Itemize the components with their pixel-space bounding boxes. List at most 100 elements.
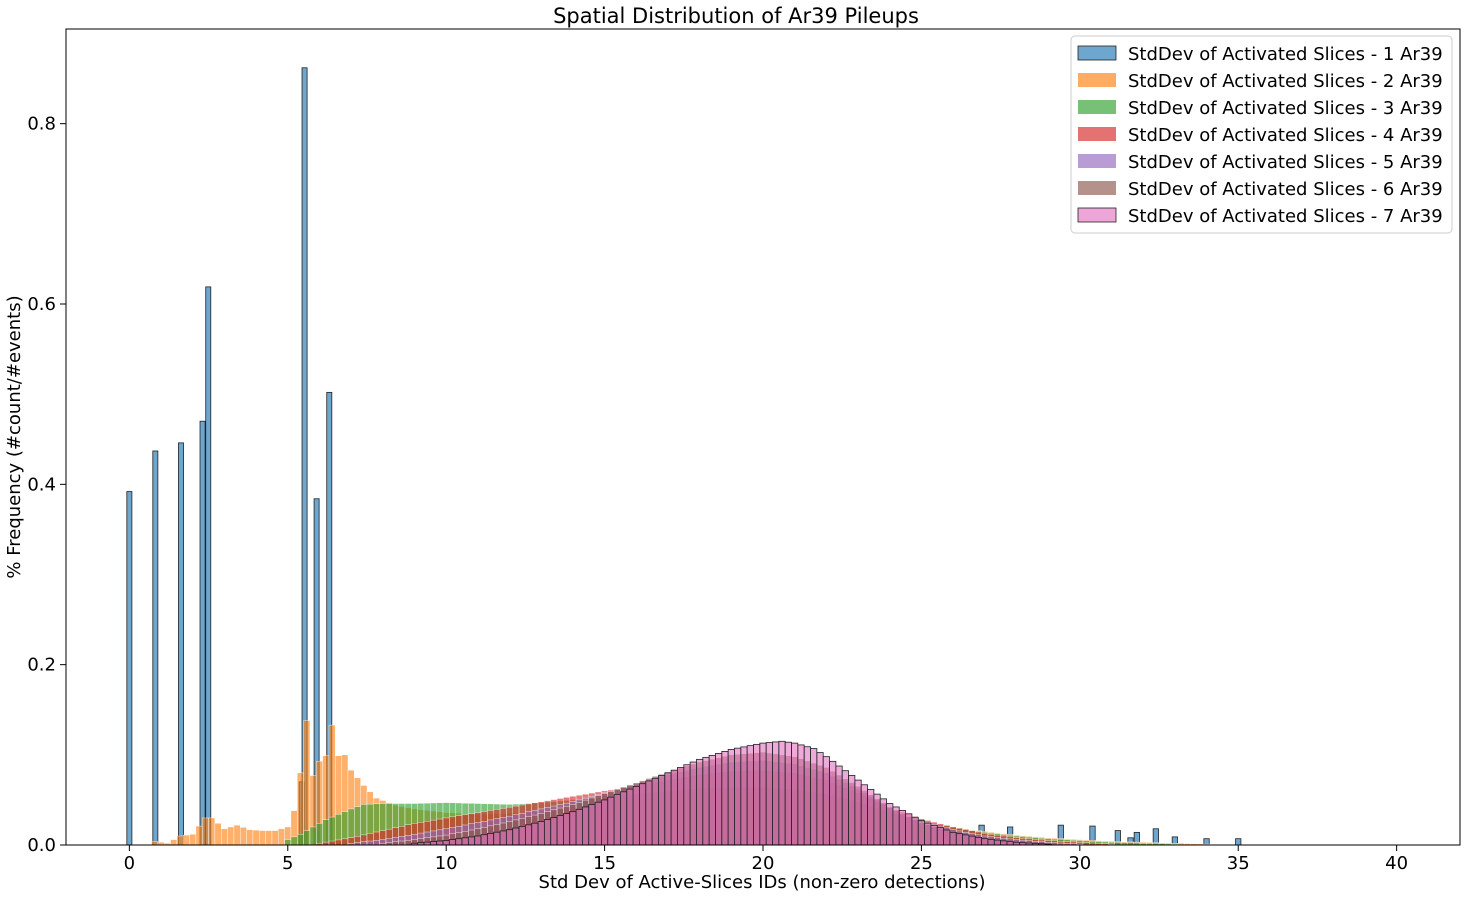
series-5-bar-3: [366, 840, 374, 846]
x-tick-label-4: 20: [752, 853, 775, 874]
series-7-bar-50: [727, 749, 735, 846]
series-6-bar-3: [398, 840, 406, 846]
legend-entry-7: StdDev of Activated Slices - 7 Ar39: [1128, 206, 1443, 227]
series-7-bar-27: [582, 806, 590, 846]
series-7-bar-71: [860, 784, 868, 846]
series-7-bar-85: [949, 831, 957, 846]
series-2-bar-0: [151, 841, 159, 846]
y-tick-label-0: 0.0: [27, 835, 56, 856]
series-3-bar-1: [290, 836, 298, 846]
series-7-bar-83: [936, 827, 944, 846]
series-1-bar-1: [152, 450, 159, 846]
series-7-bar-34: [626, 788, 634, 846]
series-7-bar-93: [1000, 840, 1008, 846]
series-7-bar-72: [867, 789, 875, 846]
series-4-bar-3: [335, 839, 342, 846]
series-1-bar-4: [205, 286, 212, 846]
chart-title: Spatial Distribution of Ar39 Pileups: [553, 4, 919, 28]
series-7-bar-29: [594, 801, 602, 846]
x-tick-label-6: 30: [1068, 853, 1091, 874]
series-6-bar-4: [404, 840, 412, 846]
series-7-bar-22: [550, 817, 558, 846]
series-3-bar-0: [284, 839, 292, 846]
series-7-bar-19: [531, 822, 539, 846]
series-7-bar-78: [905, 813, 913, 846]
series-7-bar-7: [455, 838, 463, 846]
series-7-bar-73: [873, 793, 881, 846]
series-3-bar-6: [322, 819, 330, 846]
legend-entry-3: StdDev of Activated Slices - 3 Ar39: [1128, 98, 1443, 119]
series-7-bar-54: [753, 743, 761, 846]
x-tick-label-1: 5: [282, 853, 293, 874]
series-7-bar-90: [981, 838, 989, 846]
series-7-bar-25: [569, 811, 577, 846]
series-7-bar-3: [429, 841, 438, 846]
series-7-bar-75: [886, 803, 894, 846]
series-7-bar-60: [791, 742, 799, 846]
x-tick-label-2: 10: [435, 853, 458, 874]
series-3-bar-3: [303, 830, 311, 846]
series-2-bar-19: [271, 830, 279, 846]
series-7-bar-49: [721, 751, 729, 846]
series-7-bar-9: [467, 836, 476, 846]
series-7-bar-26: [575, 808, 583, 846]
series-7-bar-38: [651, 777, 659, 846]
series-7-bar-46: [702, 756, 710, 846]
series-7-bar-57: [772, 741, 780, 846]
series-7: [410, 740, 1052, 846]
series-7-bar-92: [993, 839, 1002, 846]
series-2-bar-11: [221, 828, 228, 846]
series-7-bar-39: [658, 775, 666, 846]
series-7-bar-81: [924, 822, 932, 846]
series-7-bar-30: [601, 799, 609, 846]
legend-swatch-4: [1078, 127, 1116, 141]
series-7-bar-80: [917, 820, 925, 846]
legend-entry-6: StdDev of Activated Slices - 6 Ar39: [1128, 179, 1443, 200]
series-7-bar-58: [778, 740, 786, 846]
series-7-bar-87: [962, 834, 970, 846]
y-axis: 0.0 0.2 0.4 0.6 0.8: [27, 114, 66, 856]
legend-frame: [1070, 35, 1453, 234]
series-7-bar-70: [854, 779, 862, 846]
series-7-bar-66: [829, 760, 837, 846]
series-7-bar-51: [734, 747, 742, 846]
series-7-bar-17: [518, 826, 526, 846]
series-7-bar-28: [588, 804, 596, 846]
series-3-bar-7: [328, 816, 336, 846]
series-7-bar-32: [613, 794, 621, 846]
y-tick-label-3: 0.6: [27, 294, 56, 315]
series-7-bar-11: [480, 834, 488, 846]
series-7-bar-40: [664, 772, 672, 846]
series-7-bar-33: [620, 791, 628, 846]
x-axis: 0 5 10 15 20 25 30 35 40: [124, 845, 1408, 874]
y-tick-label-1: 0.2: [27, 655, 56, 676]
series-7-bar-16: [512, 827, 520, 846]
series-7-bar-79: [911, 816, 919, 846]
series-7-bar-6: [448, 839, 457, 846]
series-7-bar-61: [797, 744, 805, 846]
series-3-bar-2: [297, 833, 304, 846]
x-tick-label-5: 25: [910, 853, 933, 874]
series-2-bar-9: [208, 817, 216, 846]
y-axis-label: % Frequency (#count/#events): [4, 295, 25, 578]
series-7-bar-12: [486, 833, 495, 846]
legend-entry-4: StdDev of Activated Slices - 4 Ar39: [1128, 125, 1443, 146]
series-4-bar-4: [341, 838, 349, 846]
series-7-bar-15: [505, 829, 514, 846]
series-7-bar-20: [537, 821, 545, 846]
series-2-bar-6: [189, 833, 197, 846]
series-7-bar-68: [841, 770, 849, 846]
series-7-bar-35: [632, 785, 640, 846]
series-1-bar-19: [1235, 838, 1242, 846]
series-2-bar-14: [240, 827, 247, 846]
series-2-bar-7: [195, 825, 203, 846]
series-7-bar-59: [784, 741, 792, 846]
x-axis-label: Std Dev of Active-Slices IDs (non-zero d…: [539, 872, 986, 893]
series-7-bar-41: [670, 769, 678, 846]
series-2-bar-10: [214, 823, 222, 846]
y-tick-label-2: 0.4: [27, 474, 56, 495]
series-2-bar-4: [176, 835, 184, 846]
legend-swatch-6: [1078, 181, 1116, 195]
series-7-bar-56: [765, 742, 773, 846]
